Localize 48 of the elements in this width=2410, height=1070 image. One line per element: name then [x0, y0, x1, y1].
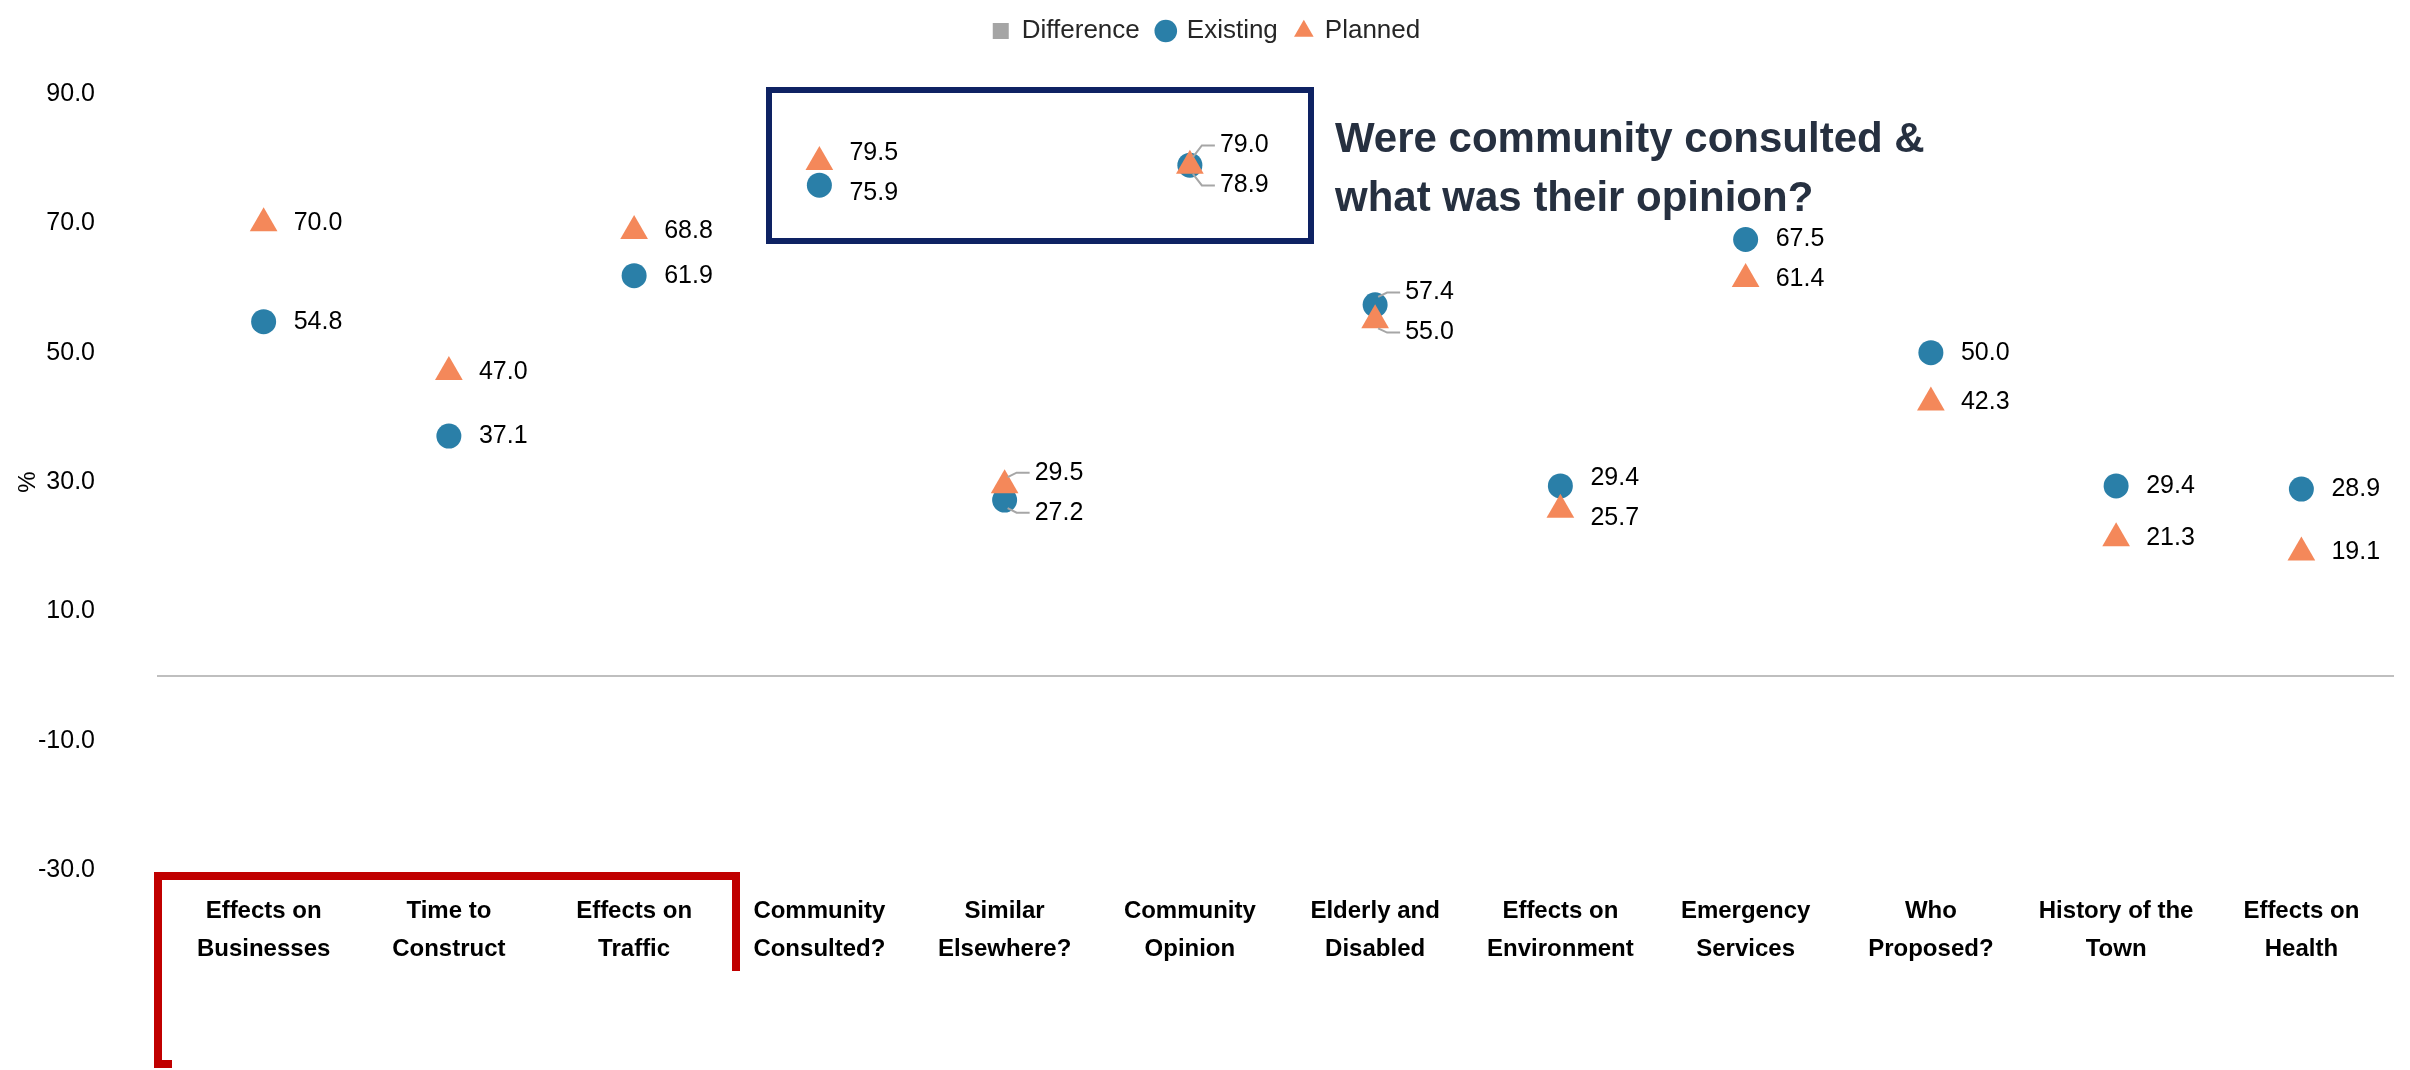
- data-label: 67.5: [1775, 223, 1825, 252]
- x-tick-label: Community Consulted?: [753, 895, 887, 962]
- data-label: 61.9: [664, 259, 713, 288]
- x-tick-label: History of the Town: [2038, 895, 2194, 962]
- data-label: 55.0: [1405, 316, 1454, 345]
- data-label: 29.4: [1590, 461, 1640, 490]
- data-label: 50.0: [1960, 336, 2010, 365]
- x-tick-label: Effects on Environment: [1487, 895, 1634, 962]
- data-label: 37.1: [478, 419, 528, 448]
- legend-label: Planned: [1324, 14, 1421, 45]
- data-label: 28.9: [2331, 473, 2381, 501]
- x-tick-label: Elderly and Disabled: [1310, 895, 1440, 962]
- data-label: 78.9: [1219, 169, 1269, 198]
- data-label: 70.0: [293, 207, 343, 236]
- data-label: 68.8: [664, 214, 713, 243]
- legend-label: Difference: [1021, 14, 1140, 45]
- data-label: 19.1: [2331, 536, 2381, 565]
- y-axis-title: %: [13, 471, 41, 493]
- data-label: 29.4: [2146, 469, 2195, 498]
- x-tick-label: Effects on Health: [2243, 895, 2360, 962]
- x-tick-label: Effects on Businesses: [196, 895, 331, 962]
- data-label: 21.3: [2146, 522, 2195, 551]
- annotation: Were community consulted & what was their opinion?: [1334, 114, 1925, 220]
- x-tick-label: Similar Elsewhere?: [937, 895, 1072, 962]
- y-tick-label: -10.0: [38, 724, 95, 753]
- y-tick-label: 30.0: [46, 465, 95, 494]
- data-label: 54.8: [293, 305, 343, 334]
- legend-label: Existing: [1186, 14, 1278, 45]
- x-tick-label: Community Opinion: [1123, 895, 1257, 962]
- data-label: 79.0: [1219, 129, 1269, 158]
- x-tick-label: Time to Construct: [392, 895, 506, 962]
- x-tick-label: Who Proposed?: [1868, 895, 1994, 962]
- y-tick-label: 70.0: [46, 207, 95, 236]
- data-label: 79.5: [849, 137, 899, 166]
- y-tick-label: 10.0: [46, 595, 95, 624]
- data-label: 57.4: [1405, 276, 1454, 305]
- y-tick-label: -30.0: [38, 853, 95, 882]
- data-label: 27.2: [1034, 496, 1084, 525]
- data-label: 42.3: [1960, 386, 2010, 415]
- y-tick-label: 90.0: [46, 77, 95, 106]
- data-label: 61.4: [1775, 263, 1825, 292]
- data-label: 75.9: [849, 177, 899, 206]
- data-label: 25.7: [1590, 501, 1640, 530]
- data-label: 47.0: [478, 355, 528, 384]
- x-tick-label: Effects on Traffic: [576, 895, 693, 962]
- data-label: 29.5: [1034, 456, 1084, 485]
- x-tick-label: Emergency Services: [1680, 895, 1811, 962]
- y-tick-label: 50.0: [46, 336, 95, 365]
